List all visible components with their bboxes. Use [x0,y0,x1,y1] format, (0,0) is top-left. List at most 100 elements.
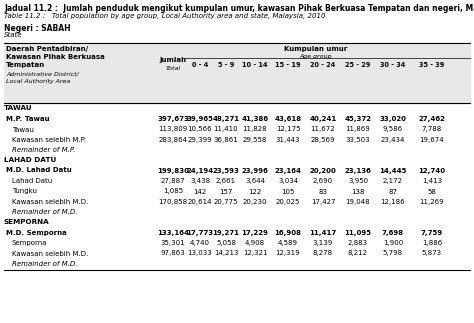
Text: 23,593: 23,593 [212,168,239,173]
Text: 58: 58 [428,189,437,194]
Text: 25 - 29: 25 - 29 [346,62,371,68]
Text: 11,095: 11,095 [345,230,372,235]
Text: 4,740: 4,740 [190,240,210,246]
Text: 2,172: 2,172 [383,178,403,184]
Text: 23,164: 23,164 [274,168,301,173]
Text: 5,798: 5,798 [383,251,403,256]
Text: 3,950: 3,950 [348,178,368,184]
Text: 8,278: 8,278 [313,251,333,256]
Text: Local Authority Area: Local Authority Area [6,79,70,84]
Text: 11,417: 11,417 [310,230,337,235]
Text: 17,229: 17,229 [242,230,268,235]
Text: 5 - 9: 5 - 9 [218,62,234,68]
Text: Remainder of M.P.: Remainder of M.P. [12,148,75,153]
Text: M.P. Tawau: M.P. Tawau [6,116,50,122]
Text: 2,690: 2,690 [313,178,333,184]
Text: 28,569: 28,569 [311,137,335,143]
Text: 19,674: 19,674 [419,137,444,143]
Text: 142: 142 [193,189,207,194]
Text: 3,644: 3,644 [245,178,265,184]
Text: 14,445: 14,445 [379,168,407,173]
Text: 7,698: 7,698 [382,230,404,235]
Text: 19,271: 19,271 [212,230,239,235]
Text: 15 - 19: 15 - 19 [275,62,301,68]
Text: 13,033: 13,033 [188,251,212,256]
Text: Administrative District/: Administrative District/ [6,71,79,76]
Text: 283,864: 283,864 [158,137,188,143]
Text: Jadual 11.2 :  Jumlah penduduk mengikut kumpulan umur, kawasan Pihak Berkuasa Te: Jadual 11.2 : Jumlah penduduk mengikut k… [4,4,474,13]
Text: 199,830: 199,830 [157,168,189,173]
Text: Kumpulan umur: Kumpulan umur [284,46,347,52]
Text: Lahad Datu: Lahad Datu [12,178,52,184]
Text: 19,048: 19,048 [346,199,370,205]
Text: 1,900: 1,900 [383,240,403,246]
Text: 11,269: 11,269 [419,199,444,205]
Text: 29,399: 29,399 [188,137,212,143]
Text: 113,809: 113,809 [158,127,188,132]
Text: Remainder of M.D.: Remainder of M.D. [12,210,78,215]
Text: 20,230: 20,230 [243,199,267,205]
Text: 1,886: 1,886 [422,240,442,246]
Text: 23,136: 23,136 [345,168,372,173]
Text: 9,586: 9,586 [383,127,403,132]
Text: 138: 138 [351,189,365,194]
Text: 11,672: 11,672 [310,127,335,132]
Text: 33,020: 33,020 [380,116,407,122]
Text: 20,775: 20,775 [214,199,238,205]
Text: 2,661: 2,661 [216,178,236,184]
Text: 24,194: 24,194 [186,168,214,173]
Text: 3,139: 3,139 [313,240,333,246]
Text: 12,175: 12,175 [276,127,300,132]
Text: 45,372: 45,372 [345,116,372,122]
Text: Kawasan selebih M.P.: Kawasan selebih M.P. [12,137,86,143]
Text: 397,673: 397,673 [157,116,189,122]
Text: 23,996: 23,996 [242,168,268,173]
Text: 20,614: 20,614 [188,199,212,205]
Text: 23,434: 23,434 [381,137,405,143]
Text: 10 - 14: 10 - 14 [242,62,268,68]
Text: 12,319: 12,319 [276,251,301,256]
Text: 97,863: 97,863 [161,251,185,256]
Text: 17,427: 17,427 [311,199,335,205]
Text: Tempatan: Tempatan [6,62,45,68]
Text: 48,271: 48,271 [212,116,239,122]
Text: 29,558: 29,558 [243,137,267,143]
Text: M.D. Semporna: M.D. Semporna [6,230,67,235]
Text: 35 - 39: 35 - 39 [419,62,445,68]
Text: 30 - 34: 30 - 34 [380,62,406,68]
Text: 122: 122 [248,189,262,194]
Text: 4,908: 4,908 [245,240,265,246]
Text: 3,034: 3,034 [278,178,298,184]
Text: State: State [4,32,22,38]
Text: 133,164: 133,164 [157,230,189,235]
Text: M.D. Lahad Datu: M.D. Lahad Datu [6,168,72,173]
Text: 0 - 4: 0 - 4 [192,62,208,68]
Text: 39,965: 39,965 [187,116,213,122]
Text: 20,200: 20,200 [310,168,337,173]
Text: Tawau: Tawau [12,127,34,132]
Text: 10,566: 10,566 [188,127,212,132]
Text: Table 11.2 :   Total population by age group, Local Authority area and state, Ma: Table 11.2 : Total population by age gro… [4,13,326,19]
Bar [4,43,470,103]
Text: 31,443: 31,443 [276,137,300,143]
Text: 33,503: 33,503 [346,137,370,143]
Text: Kawasan selebih M.D.: Kawasan selebih M.D. [12,199,88,205]
Text: Tungku: Tungku [12,189,37,194]
Text: Kawasan selebih M.D.: Kawasan selebih M.D. [12,251,88,256]
Text: 41,386: 41,386 [241,116,269,122]
Text: Remainder of M.D.: Remainder of M.D. [12,261,78,267]
Text: 5,058: 5,058 [216,240,236,246]
Text: 40,241: 40,241 [310,116,337,122]
Text: 157: 157 [219,189,233,194]
Text: Kawasan Pihak Berkuasa: Kawasan Pihak Berkuasa [6,54,105,60]
Text: 3,438: 3,438 [190,178,210,184]
Text: 43,618: 43,618 [274,116,301,122]
Text: 17,773: 17,773 [186,230,214,235]
Text: 7,788: 7,788 [422,127,442,132]
Text: 20,025: 20,025 [276,199,300,205]
Text: 11,828: 11,828 [243,127,267,132]
Text: 2,883: 2,883 [348,240,368,246]
Text: 35,301: 35,301 [161,240,185,246]
Text: 36,861: 36,861 [214,137,238,143]
Text: 12,321: 12,321 [243,251,267,256]
